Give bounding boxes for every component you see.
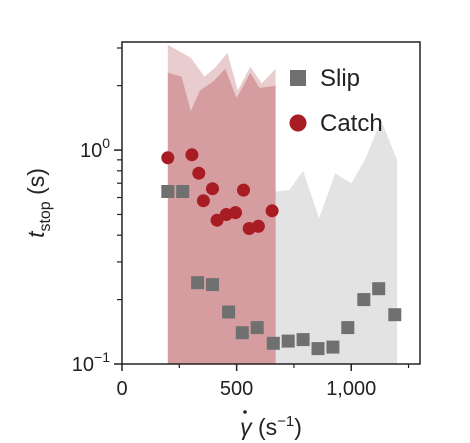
y-tick-label: 100 (80, 135, 110, 162)
catch-point (161, 151, 175, 165)
slip-point (235, 326, 249, 340)
x-tick-label: 0 (116, 378, 127, 400)
slip-point (388, 308, 402, 322)
slip-point (161, 185, 175, 198)
catch-point (192, 166, 206, 180)
slip-point (222, 305, 236, 319)
y-tick-label: 10−1 (72, 349, 110, 376)
slip-point (296, 333, 310, 347)
catch-point (237, 183, 250, 197)
data-points (161, 148, 402, 356)
slip-point (266, 336, 280, 350)
legend-label-catch: Catch (320, 110, 383, 137)
legend: Slip Catch (289, 65, 383, 137)
catch-point (265, 204, 279, 218)
gamma-dot (243, 410, 247, 414)
catch-point (185, 148, 199, 162)
catch-point (206, 182, 219, 196)
y-axis-label: tstop (s) (23, 168, 54, 238)
confidence-bands (167, 44, 398, 365)
slip-point (326, 340, 340, 354)
catch-point (251, 219, 265, 233)
slip-point (250, 321, 264, 335)
axis-labels: γ (s−1) tstop (s) (23, 168, 302, 440)
legend-marker-catch (289, 114, 307, 132)
slip-point (372, 282, 386, 296)
x-tick-label: 1,000 (326, 378, 376, 400)
slip-point (341, 321, 355, 335)
slip-band (275, 120, 398, 364)
x-tick-label: 500 (220, 378, 253, 400)
axis-ticks: 0 500 1,000 10−1 100 (72, 47, 410, 400)
slip-point (191, 276, 205, 290)
catch-point (229, 206, 242, 220)
slip-point (281, 334, 295, 348)
slip-point (176, 185, 190, 198)
slip-point (206, 278, 219, 292)
legend-label-slip: Slip (320, 65, 360, 92)
x-axis-label: γ (s−1) (240, 413, 302, 440)
plot-frame (121, 41, 421, 365)
slip-point (311, 342, 325, 356)
legend-marker-slip (290, 70, 306, 86)
slip-point (357, 293, 371, 307)
catch-point (196, 194, 210, 208)
